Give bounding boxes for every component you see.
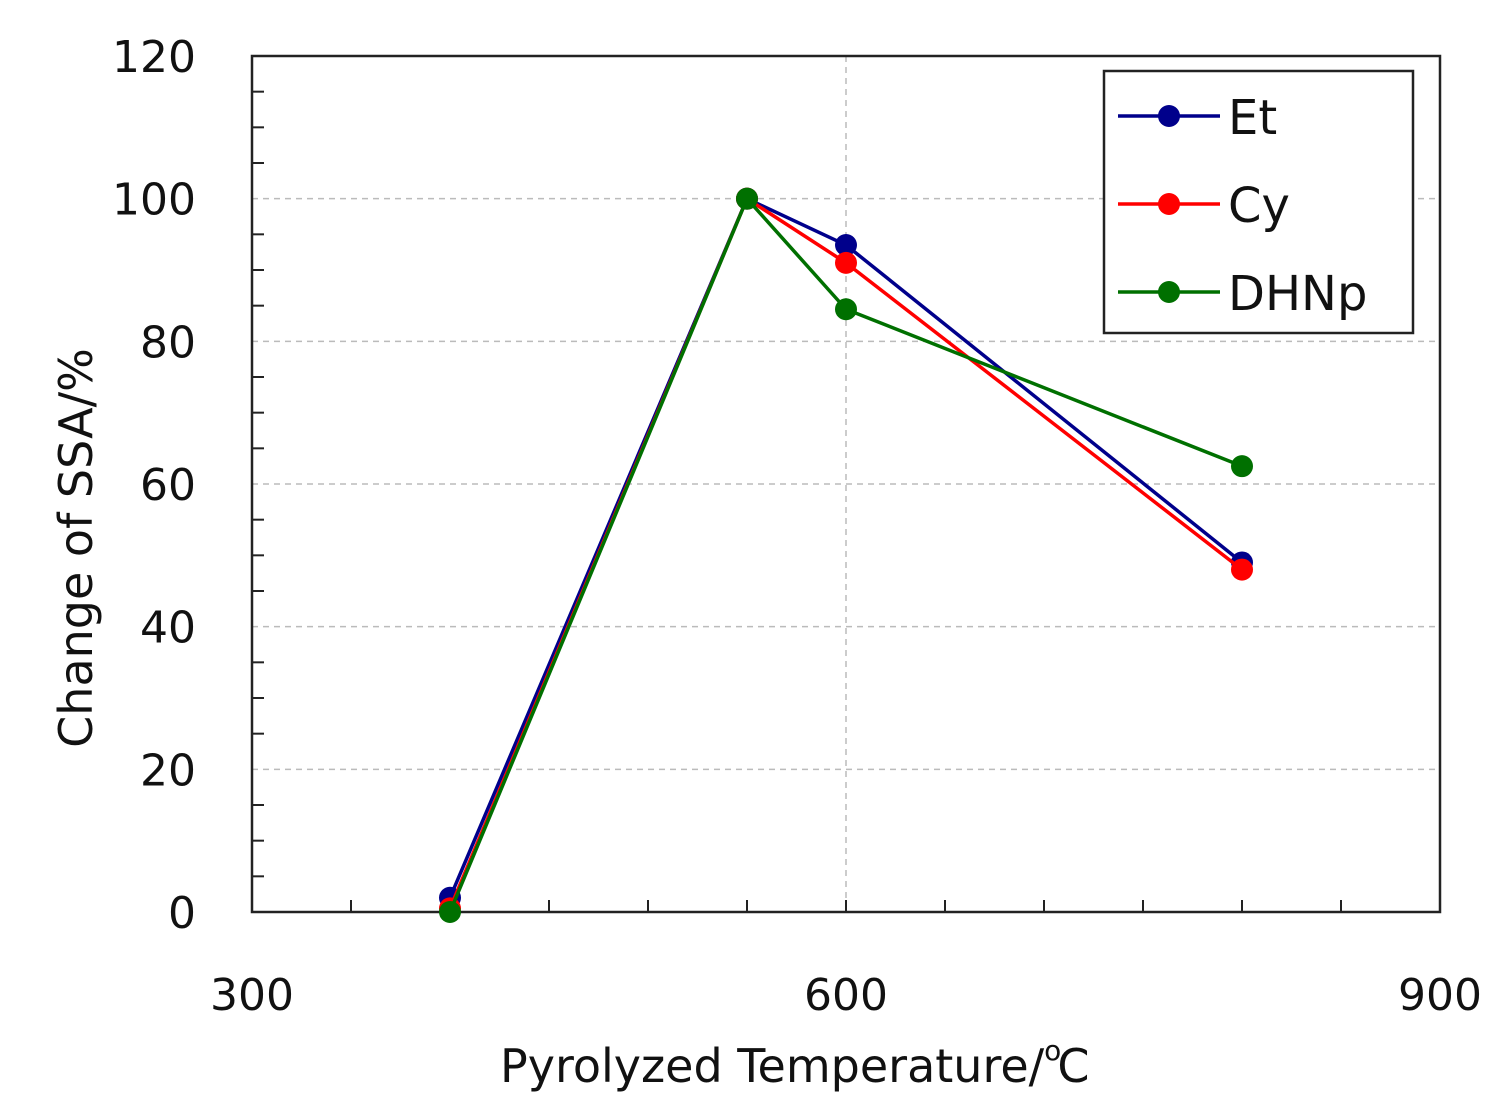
legend-marker-dhnp — [1158, 281, 1180, 303]
grid — [252, 56, 1440, 912]
data-point-dhnp — [1231, 455, 1253, 478]
y-tick-labels: 0 20 40 60 80 100 120 — [112, 32, 196, 939]
y-tick-label: 40 — [140, 603, 196, 654]
y-tick-label: 20 — [140, 745, 196, 796]
legend-marker-cy — [1158, 193, 1180, 215]
y-axis-label: Change of SSA/% — [49, 348, 103, 748]
legend-label-et: Et — [1228, 90, 1277, 146]
series-line-dhnp — [448, 196, 1243, 913]
plot-frame — [250, 54, 1442, 914]
x-axis-label: Pyrolyzed Temperature/oC — [500, 1034, 1089, 1093]
legend-marker-et — [1158, 105, 1180, 127]
series-dhnp — [439, 187, 1253, 923]
y-tick-label: 80 — [140, 317, 196, 368]
x-tick-label: 900 — [1398, 970, 1482, 1021]
legend-label-cy: Cy — [1228, 178, 1290, 234]
series-line-et — [448, 196, 1244, 899]
y-tick-label: 120 — [112, 32, 196, 83]
data-point-et — [835, 234, 857, 257]
legend-label-dhnp: DHNp — [1228, 266, 1367, 322]
x-tick-label: 300 — [210, 970, 294, 1021]
degree-symbol: o — [1044, 1034, 1061, 1067]
y-tick-label: 100 — [112, 175, 196, 226]
y-tick-label: 0 — [168, 888, 196, 939]
data-point-dhnp — [736, 187, 758, 210]
series-group — [439, 187, 1253, 923]
minor-ticks — [252, 90, 1342, 912]
x-tick-label: 600 — [804, 970, 888, 1021]
data-point-cy — [1231, 558, 1253, 581]
x-axis-label-text: Pyrolyzed Temperature/ — [500, 1039, 1045, 1093]
data-point-dhnp — [439, 901, 461, 923]
celsius-unit: C — [1057, 1039, 1089, 1093]
y-tick-label: 60 — [140, 460, 196, 511]
data-point-cy — [835, 251, 857, 274]
x-tick-labels: 300 600 900 — [210, 970, 1482, 1021]
data-point-dhnp — [835, 298, 857, 321]
legend: Et Cy DHNp — [1102, 69, 1415, 335]
